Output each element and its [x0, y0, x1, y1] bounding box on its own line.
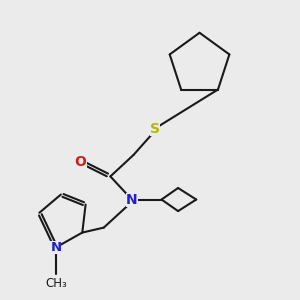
Text: S: S	[150, 122, 160, 136]
Text: O: O	[75, 154, 87, 169]
Text: CH₃: CH₃	[45, 277, 67, 290]
Text: N: N	[50, 241, 62, 254]
Text: N: N	[126, 193, 138, 206]
